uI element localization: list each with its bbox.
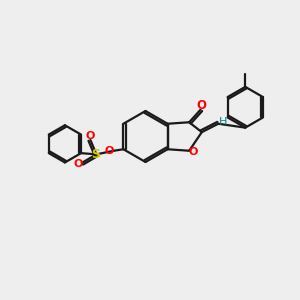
Text: O: O [188,147,197,157]
Text: O: O [73,159,83,169]
Text: S: S [92,148,100,160]
Text: H: H [219,117,228,127]
Text: O: O [85,131,94,141]
Text: O: O [197,99,207,112]
Text: O: O [105,146,114,156]
